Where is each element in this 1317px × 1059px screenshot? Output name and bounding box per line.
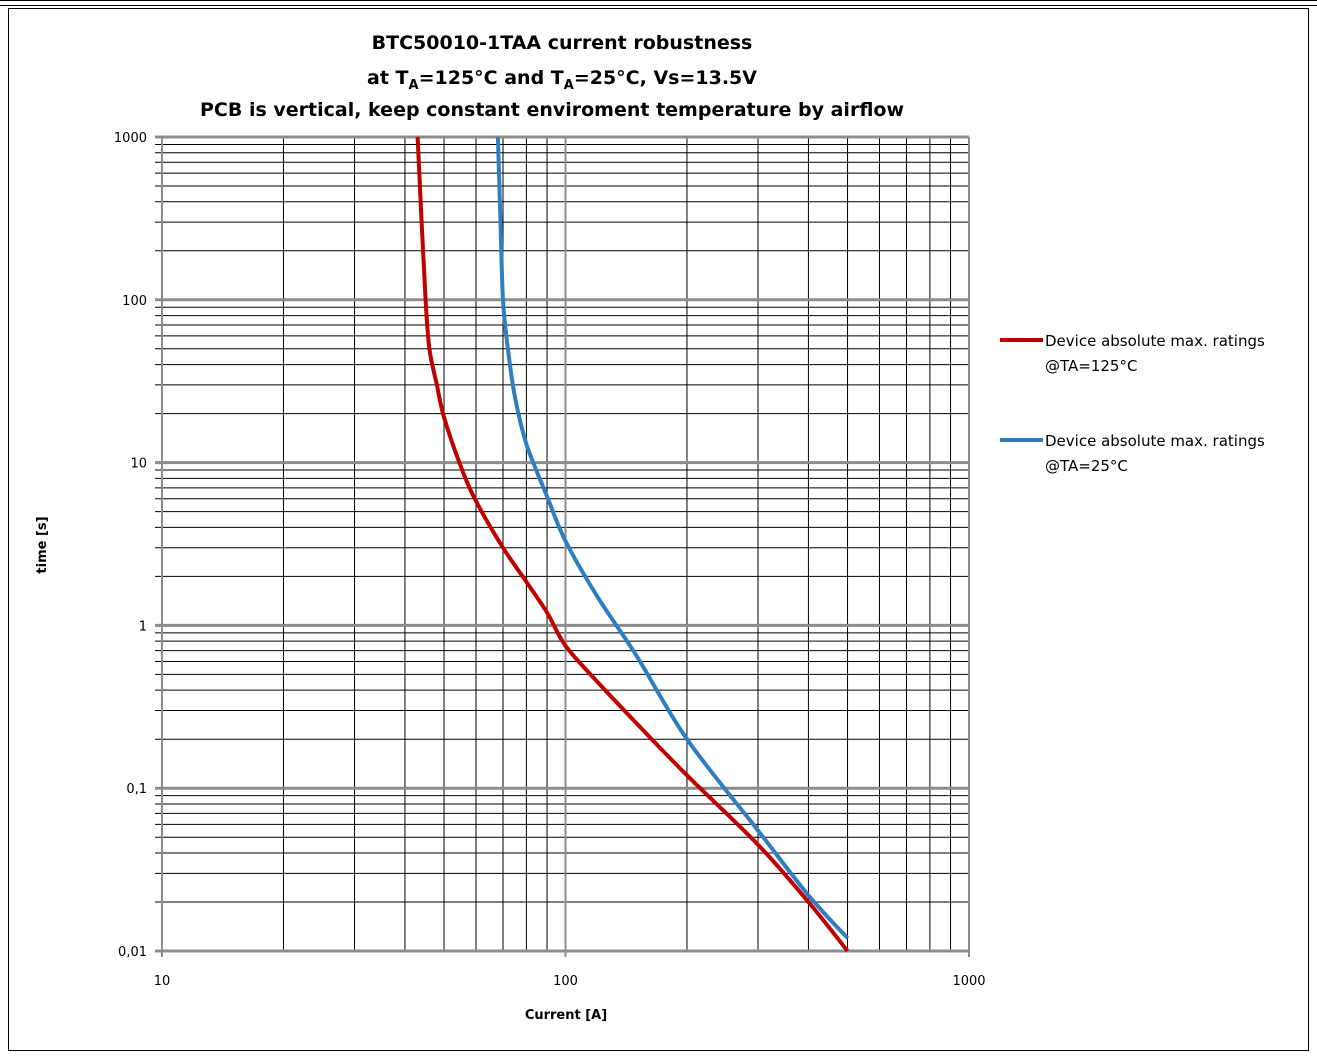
y-tick-label: 100 bbox=[122, 294, 147, 309]
x-tick-label: 100 bbox=[553, 974, 578, 989]
x-tick-label: 10 bbox=[154, 974, 171, 989]
x-tick-label: 1000 bbox=[952, 974, 985, 989]
legend: Device absolute max. ratings @TA=125°C D… bbox=[1000, 332, 1265, 475]
series-lines bbox=[415, 136, 850, 953]
legend-label-125c-line1: Device absolute max. ratings bbox=[1045, 332, 1265, 350]
series-line-125c bbox=[415, 136, 850, 953]
legend-label-25c-line1: Device absolute max. ratings bbox=[1045, 432, 1265, 450]
y-axis-label: time [s] bbox=[35, 516, 50, 573]
y-tick-label: 0,01 bbox=[118, 945, 147, 960]
legend-label-25c-line2: @TA=25°C bbox=[1045, 457, 1128, 475]
chart-title-line2: at TA=125°C and TA=25°C, Vs=13.5V bbox=[367, 67, 757, 93]
x-axis-label: Current [A] bbox=[525, 1008, 607, 1023]
chart-frame bbox=[8, 8, 1309, 1051]
series-line-25c bbox=[495, 136, 849, 940]
chart-title-line1: BTC50010-1TAA current robustness bbox=[372, 32, 753, 54]
y-tick-label: 10 bbox=[130, 457, 147, 472]
legend-label-125c-line2: @TA=125°C bbox=[1045, 357, 1137, 375]
y-tick-label: 1 bbox=[139, 619, 147, 634]
y-tick-label: 1000 bbox=[114, 131, 147, 146]
tick-labels: 0,01 0,1 1 10 100 1000 10 100 1000 bbox=[114, 131, 986, 989]
chart-title-line3: PCB is vertical, keep constant enviromen… bbox=[200, 99, 904, 121]
grid bbox=[155, 135, 970, 957]
top-border bbox=[0, 0, 1317, 6]
y-tick-label: 0,1 bbox=[126, 782, 147, 797]
